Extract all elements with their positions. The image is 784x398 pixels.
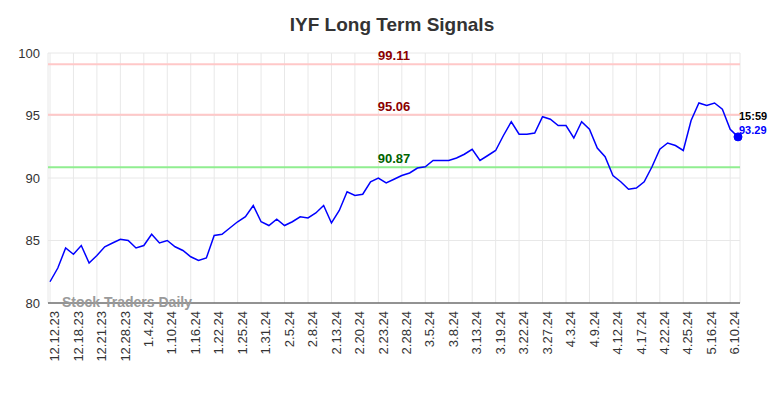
- svg-text:100: 100: [18, 46, 40, 61]
- svg-text:12.21.23: 12.21.23: [94, 311, 109, 362]
- svg-text:2.23.24: 2.23.24: [376, 311, 391, 354]
- svg-text:85: 85: [26, 233, 40, 248]
- svg-text:1.25.24: 1.25.24: [235, 311, 250, 354]
- svg-text:3.13.24: 3.13.24: [469, 311, 484, 354]
- svg-text:93.29: 93.29: [739, 124, 767, 136]
- svg-text:2.8.24: 2.8.24: [305, 311, 320, 347]
- svg-text:90: 90: [26, 171, 40, 186]
- svg-text:2.5.24: 2.5.24: [282, 311, 297, 347]
- svg-text:12.12.23: 12.12.23: [47, 311, 62, 362]
- svg-text:3.27.24: 3.27.24: [540, 311, 555, 354]
- svg-text:2.28.24: 2.28.24: [399, 311, 414, 354]
- svg-text:95.06: 95.06: [378, 99, 411, 114]
- html-text:IYF Long Term Signals: IYF Long Term Signals: [289, 14, 495, 35]
- svg-text:90.87: 90.87: [378, 151, 411, 166]
- svg-text:80: 80: [26, 296, 40, 311]
- svg-text:12.28.23: 12.28.23: [118, 311, 133, 362]
- svg-text:6.10.24: 6.10.24: [727, 311, 742, 354]
- svg-text:3.8.24: 3.8.24: [446, 311, 461, 347]
- svg-text:3.5.24: 3.5.24: [423, 311, 438, 347]
- svg-text:4.17.24: 4.17.24: [634, 311, 649, 354]
- svg-text:4.12.24: 4.12.24: [610, 311, 625, 354]
- svg-text:3.19.24: 3.19.24: [493, 311, 508, 354]
- svg-text:1.10.24: 1.10.24: [165, 311, 180, 354]
- svg-text:4.3.24: 4.3.24: [563, 311, 578, 347]
- svg-text:1.31.24: 1.31.24: [258, 311, 273, 354]
- svg-text:95: 95: [26, 108, 40, 123]
- svg-text:1.22.24: 1.22.24: [211, 311, 226, 354]
- svg-text:4.9.24: 4.9.24: [587, 311, 602, 347]
- svg-text:4.25.24: 4.25.24: [681, 311, 696, 354]
- svg-text:5.16.24: 5.16.24: [704, 311, 719, 354]
- svg-text:1.4.24: 1.4.24: [141, 311, 156, 347]
- svg-text:4.22.24: 4.22.24: [657, 311, 672, 354]
- svg-text:15:59: 15:59: [739, 110, 767, 122]
- svg-text:99.11: 99.11: [378, 48, 410, 63]
- svg-text:12.18.23: 12.18.23: [71, 311, 86, 362]
- svg-text:1.16.24: 1.16.24: [188, 311, 203, 354]
- svg-text:2.13.24: 2.13.24: [329, 311, 344, 354]
- svg-text:2.20.24: 2.20.24: [352, 311, 367, 354]
- html-text:Stock Traders Daily: Stock Traders Daily: [62, 294, 192, 310]
- svg-text:3.22.24: 3.22.24: [516, 311, 531, 354]
